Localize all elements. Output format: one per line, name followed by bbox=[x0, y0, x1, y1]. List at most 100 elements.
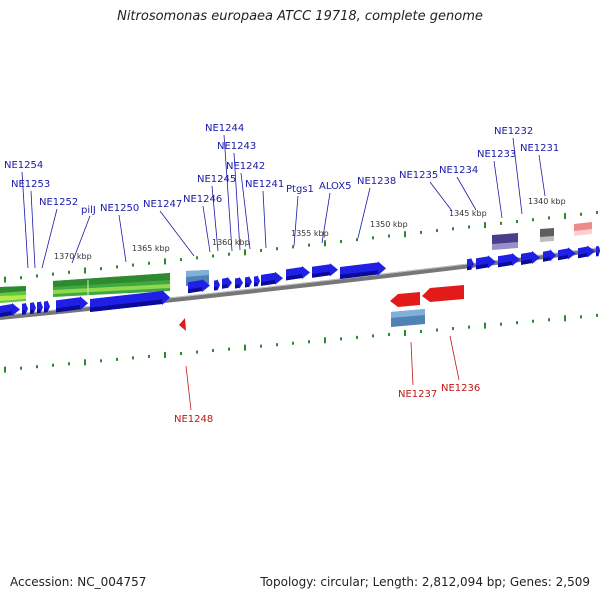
scale-tick bbox=[52, 363, 54, 367]
scale-tick bbox=[308, 243, 310, 247]
scale-labels: 1370 kbp 1365 kbp 1360 kbp 1355 kbp 1350… bbox=[54, 197, 566, 261]
scale-tick bbox=[436, 229, 438, 233]
scale-tick bbox=[292, 245, 294, 249]
reverse-cds-small bbox=[179, 318, 186, 331]
scale-tick bbox=[500, 322, 502, 326]
misc-feature bbox=[492, 233, 518, 250]
scale-tick bbox=[116, 357, 118, 361]
cds-arrow-shade bbox=[498, 261, 512, 268]
scale-tick bbox=[356, 238, 358, 242]
scale-tick bbox=[4, 366, 6, 373]
scale-tick bbox=[452, 327, 454, 331]
scale-tick bbox=[292, 341, 294, 345]
rrna-gene bbox=[0, 286, 26, 303]
leader-line bbox=[30, 190, 36, 269]
scale-tick bbox=[468, 225, 470, 229]
scale-tick bbox=[196, 350, 198, 354]
scale-tick bbox=[580, 212, 582, 216]
leader-line bbox=[185, 365, 192, 411]
reverse-cds bbox=[422, 285, 464, 302]
scale-tick bbox=[532, 319, 534, 323]
scale-tick bbox=[196, 256, 198, 260]
scale-tick bbox=[212, 254, 214, 258]
scale-tick bbox=[580, 315, 582, 319]
leader-line bbox=[293, 195, 299, 247]
scale-tick bbox=[20, 366, 22, 370]
gene-label: NE1244 bbox=[205, 123, 244, 134]
cds-arrow-shade bbox=[261, 279, 275, 286]
rrna-gene bbox=[53, 273, 170, 297]
leader-line bbox=[223, 134, 233, 252]
scale-tick bbox=[564, 315, 566, 322]
reverse-genes bbox=[179, 285, 464, 331]
scale-tick bbox=[164, 351, 166, 358]
scale-tick bbox=[84, 267, 86, 274]
cds-arrow-shade bbox=[286, 274, 302, 281]
gene-label: NE1241 bbox=[245, 179, 284, 190]
scale-tick bbox=[340, 337, 342, 341]
scale-tick bbox=[420, 330, 422, 333]
gene-label: ALOX5 bbox=[319, 181, 352, 192]
gene-label: NE1253 bbox=[11, 179, 50, 190]
gene-label: NE1247 bbox=[143, 199, 182, 210]
scale-tick bbox=[340, 239, 342, 243]
scale-tick bbox=[20, 276, 22, 280]
scale-tick bbox=[276, 247, 278, 251]
gene-label: NE1233 bbox=[477, 149, 516, 160]
cds-arrow-shade bbox=[312, 271, 330, 278]
leader-line bbox=[240, 172, 251, 250]
gene-label: NE1245 bbox=[197, 174, 236, 185]
leader-line bbox=[159, 210, 195, 257]
scale-tick bbox=[484, 322, 486, 329]
forward-genes bbox=[0, 222, 592, 303]
cds-arrow-shade bbox=[245, 283, 249, 288]
cds-arrow-shade bbox=[558, 254, 568, 261]
scale-tick bbox=[276, 343, 278, 347]
scale-tick bbox=[228, 347, 230, 351]
gene-label: Ptgs1 bbox=[286, 184, 314, 195]
scale-tick bbox=[516, 321, 518, 325]
scale-tick bbox=[148, 261, 150, 265]
leader-line bbox=[449, 335, 460, 381]
cds-arrow-shade bbox=[543, 256, 551, 262]
scale-tick bbox=[84, 359, 86, 366]
gene-labels-reverse: NE1248 NE1237 NE1236 bbox=[174, 383, 480, 425]
label-leader-lines bbox=[21, 134, 546, 411]
gene-label: NE1232 bbox=[494, 126, 533, 137]
scale-label: 1365 kbp bbox=[132, 244, 170, 253]
leader-line bbox=[71, 215, 91, 264]
scale-ticks-upper bbox=[4, 210, 598, 283]
reverse-cds bbox=[390, 292, 420, 307]
scale-label: 1360 kbp bbox=[212, 238, 250, 247]
scale-label: 1370 kbp bbox=[54, 252, 92, 261]
leader-line bbox=[410, 341, 414, 386]
scale-tick bbox=[404, 329, 406, 336]
leader-line bbox=[357, 187, 371, 239]
scale-tick bbox=[100, 267, 102, 271]
scale-tick bbox=[516, 220, 518, 224]
scale-tick bbox=[468, 325, 470, 329]
gene-label: NE1231 bbox=[520, 143, 559, 154]
cds-arrow-shade bbox=[467, 265, 471, 271]
gene-label: NE1250 bbox=[100, 203, 139, 214]
scale-tick bbox=[548, 216, 550, 220]
scale-tick bbox=[484, 222, 486, 229]
cds-arrow-shade bbox=[340, 270, 378, 279]
leader-line bbox=[41, 208, 58, 269]
scale-tick bbox=[500, 221, 502, 225]
cds-arrow-shade bbox=[90, 299, 162, 312]
scale-label: 1355 kbp bbox=[291, 229, 329, 238]
cds-arrow-shade bbox=[0, 311, 12, 317]
scale-tick bbox=[548, 318, 550, 322]
gene-label: NE1238 bbox=[357, 176, 396, 187]
gene-label: NE1237 bbox=[398, 389, 437, 400]
cds-genes bbox=[0, 245, 600, 317]
cds-arrow-shade bbox=[22, 310, 26, 315]
gene-label: NE1248 bbox=[174, 414, 213, 425]
cds-arrow-shade bbox=[596, 252, 599, 257]
scale-tick bbox=[324, 240, 326, 247]
scale-tick bbox=[180, 352, 182, 355]
scale-tick bbox=[308, 340, 310, 344]
leader-line bbox=[21, 171, 29, 269]
